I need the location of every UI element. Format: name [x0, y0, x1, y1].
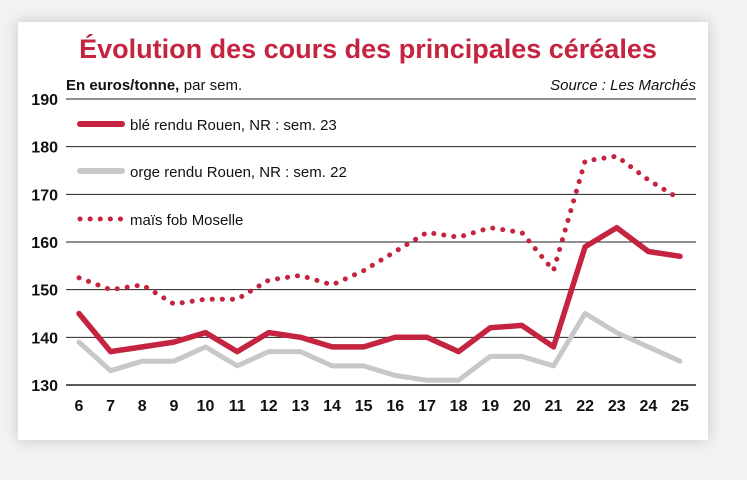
x-tick-label: 12	[260, 398, 278, 415]
chart: Évolution des cours des principales céré…	[31, 33, 696, 415]
x-tick-label: 7	[106, 398, 115, 415]
y-tick-label: 140	[31, 330, 58, 347]
legend: blé rendu Rouen, NR : sem. 23 orge rendu …	[72, 112, 372, 231]
x-tick-label: 20	[513, 398, 531, 415]
series-line-2	[76, 153, 683, 307]
x-tick-label: 17	[418, 398, 436, 415]
y-tick-label: 150	[31, 283, 58, 300]
chart-title: Évolution des cours des principales céré…	[79, 33, 657, 64]
x-tick-label: 16	[386, 398, 404, 415]
chart-card: Évolution des cours des principales céré…	[18, 22, 708, 440]
y-axis-unit-rest: par sem.	[184, 77, 242, 94]
y-tick-label: 180	[31, 140, 58, 157]
y-tick-label: 190	[31, 92, 58, 109]
x-tick-label: 9	[169, 398, 178, 415]
y-axis-unit-label: En euros/tonne, par sem.	[66, 77, 242, 94]
series-line-1	[76, 311, 683, 383]
y-tick-label: 160	[31, 235, 58, 252]
x-tick-label: 14	[323, 398, 341, 415]
y-tick-label: 130	[31, 378, 58, 395]
y-axis-ticks: 130 140 150 160 170 180 190	[31, 92, 58, 395]
x-tick-label: 10	[197, 398, 215, 415]
x-tick-label: 21	[545, 398, 563, 415]
x-tick-label: 19	[481, 398, 499, 415]
x-tick-label: 15	[355, 398, 373, 415]
series-line-0	[76, 224, 683, 355]
x-tick-label: 24	[639, 398, 657, 415]
x-tick-label: 25	[671, 398, 689, 415]
gridlines	[66, 98, 696, 386]
x-tick-label: 11	[229, 398, 246, 415]
legend-label: orge rendu Rouen, NR : sem. 22	[130, 164, 347, 181]
x-tick-label: 22	[576, 398, 594, 415]
x-tick-label: 13	[292, 398, 310, 415]
legend-label: blé rendu Rouen, NR : sem. 23	[130, 117, 337, 134]
y-axis-unit-bold: En euros/tonne,	[66, 77, 179, 94]
x-axis-ticks: 6 7 8 9 10 11 12 13 14 15 16 17 18 19 20 21 22 23 24 25	[75, 398, 689, 415]
y-tick-label: 170	[31, 187, 58, 204]
legend-label: maïs fob Moselle	[130, 212, 243, 229]
x-tick-label: 18	[450, 398, 468, 415]
series-lines	[76, 153, 683, 383]
x-tick-label: 23	[608, 398, 626, 415]
source-label: Source : Les Marchés	[550, 77, 696, 94]
x-tick-label: 6	[75, 398, 84, 415]
x-tick-label: 8	[138, 398, 147, 415]
